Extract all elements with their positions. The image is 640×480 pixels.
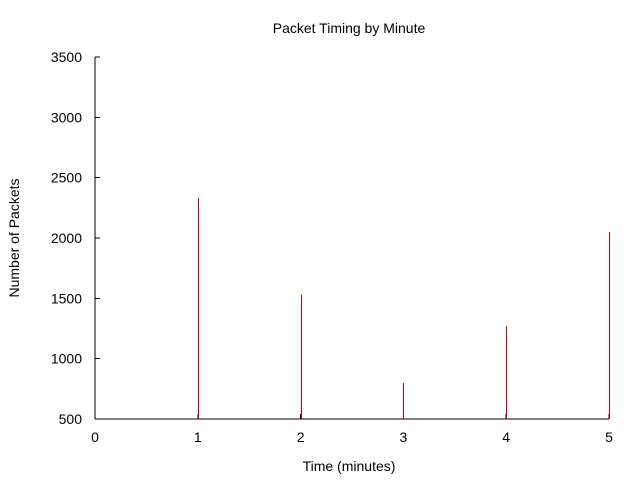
x-tick-label: 4 <box>502 429 510 445</box>
chart-title: Packet Timing by Minute <box>273 20 426 36</box>
y-tick-label: 1500 <box>51 290 82 306</box>
x-tick-label: 3 <box>400 429 408 445</box>
y-tick-label: 3000 <box>51 109 82 125</box>
y-tick-label: 500 <box>59 411 83 427</box>
y-tick-label: 2500 <box>51 170 82 186</box>
y-tick-label: 3500 <box>51 49 82 65</box>
y-axis-label: Number of Packets <box>6 178 22 297</box>
y-tick-label: 1000 <box>51 351 82 367</box>
data-marks <box>198 198 610 419</box>
x-tick-label: 0 <box>91 429 99 445</box>
x-tick-label: 5 <box>605 429 613 445</box>
y-tick-label: 2000 <box>51 230 82 246</box>
x-tick-label: 2 <box>297 429 305 445</box>
x-axis-label: Time (minutes) <box>303 458 396 474</box>
axes: 500 1000 1500 2000 2500 3000 3500 0 1 2 3 4 5 <box>51 49 613 445</box>
x-tick-label: 1 <box>194 429 202 445</box>
